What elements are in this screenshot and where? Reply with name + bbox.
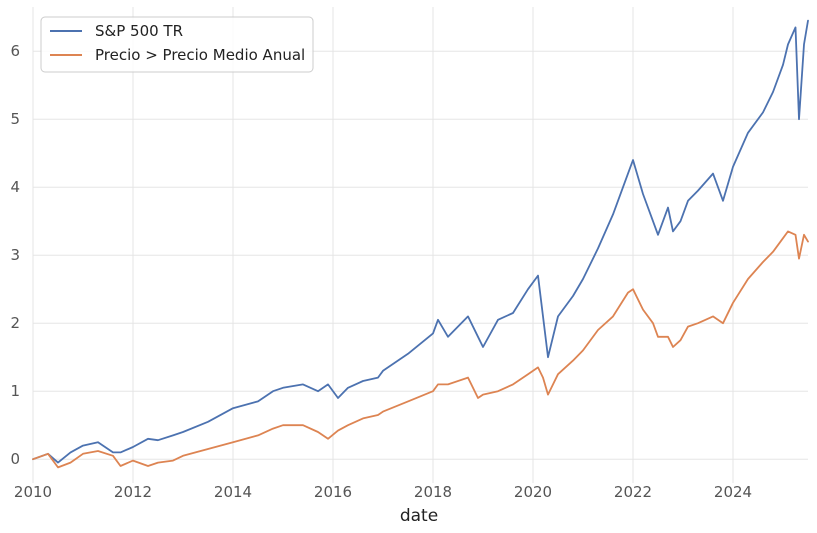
y-tick-label: 4 (10, 178, 20, 196)
x-axis: 2010 2012 2014 2016 2018 2020 2022 2024 (14, 483, 752, 501)
y-tick-label: 5 (10, 110, 20, 128)
legend-box (40, 16, 314, 73)
x-tick-label: 2022 (614, 483, 652, 501)
legend: S&P 500 TR Precio > Precio Medio Anual (40, 16, 314, 73)
x-axis-label: date (400, 506, 438, 526)
x-tick-label: 2018 (414, 483, 452, 501)
series-line-0 (32, 19, 809, 464)
legend-label-1: Precio > Precio Medio Anual (95, 46, 305, 64)
x-tick-label: 2024 (714, 483, 752, 501)
x-tick-label: 2014 (214, 483, 252, 501)
x-tick-label: 2016 (314, 483, 352, 501)
x-tick-label: 2012 (114, 483, 152, 501)
grid (32, 7, 808, 483)
y-axis: 0 1 2 3 4 5 6 (10, 42, 20, 468)
y-tick-label: 0 (10, 450, 20, 468)
y-tick-label: 6 (10, 42, 20, 60)
x-tick-label: 2020 (514, 483, 552, 501)
x-tick-label: 2010 (14, 483, 52, 501)
y-tick-label: 3 (10, 246, 20, 264)
legend-label-0: S&P 500 TR (95, 22, 183, 40)
series-lines (32, 19, 809, 469)
y-tick-label: 2 (10, 314, 20, 332)
series-line-1 (32, 230, 809, 469)
y-tick-label: 1 (10, 382, 20, 400)
